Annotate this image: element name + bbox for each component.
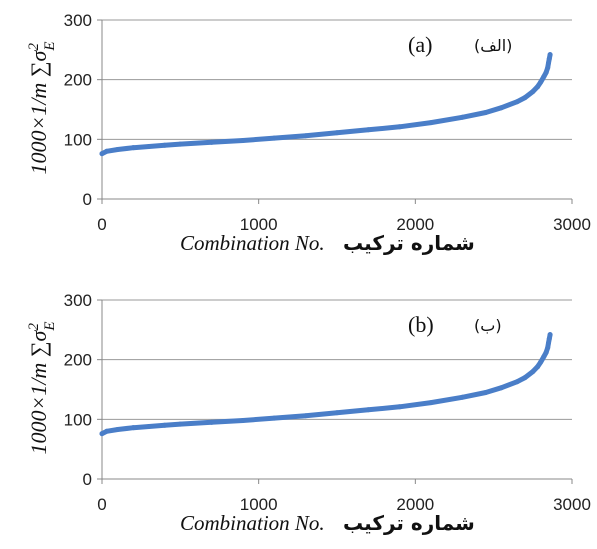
data-point bbox=[543, 70, 549, 76]
data-point bbox=[271, 415, 277, 421]
data-point bbox=[459, 114, 465, 120]
data-point bbox=[459, 394, 465, 400]
data-point bbox=[546, 60, 551, 66]
data-point bbox=[209, 139, 215, 145]
axes bbox=[97, 19, 573, 204]
data-point bbox=[104, 428, 110, 434]
series-line bbox=[99, 332, 553, 437]
y-tick-label: 100 bbox=[64, 410, 92, 429]
x-tick-labels: 0 1000 2000 3000 bbox=[97, 495, 591, 514]
data-point bbox=[538, 79, 544, 85]
data-point bbox=[499, 105, 504, 111]
chart-panel-a: 0 100 200 300 0 1000 2000 3000 (a) (الف) 1000×… bbox=[26, 11, 591, 255]
data-point bbox=[397, 124, 403, 130]
x-tick-label: 3000 bbox=[553, 215, 591, 234]
data-point bbox=[530, 89, 536, 95]
x-tick-label: 1000 bbox=[240, 495, 278, 514]
data-point bbox=[209, 419, 215, 425]
chart-panel-b: 0 100 200 300 0 1000 2000 3000 (b) (ب) 1000×1/… bbox=[26, 291, 591, 535]
y-gridlines bbox=[102, 19, 572, 140]
x-axis-label-persian: شماره ترکیب bbox=[343, 231, 475, 255]
x-tick-labels: 0 1000 2000 3000 bbox=[97, 215, 591, 234]
data-point bbox=[115, 426, 121, 432]
data-point bbox=[303, 413, 309, 419]
data-point bbox=[543, 350, 549, 356]
x-tick-label: 0 bbox=[97, 495, 106, 514]
data-point bbox=[547, 52, 553, 58]
data-point bbox=[538, 359, 544, 365]
data-point bbox=[115, 146, 121, 152]
data-point bbox=[535, 84, 541, 90]
data-point bbox=[545, 65, 551, 71]
x-tick-label: 3000 bbox=[553, 495, 591, 514]
panel-label: (b) bbox=[408, 312, 434, 337]
panel-label: (a) bbox=[408, 32, 432, 57]
data-point bbox=[547, 332, 553, 338]
data-point bbox=[546, 340, 551, 346]
x-tick-label: 0 bbox=[97, 215, 106, 234]
data-point bbox=[541, 74, 547, 80]
data-point bbox=[483, 389, 489, 395]
data-point bbox=[499, 385, 504, 391]
data-point bbox=[514, 379, 520, 385]
data-point bbox=[535, 364, 541, 370]
y-axis-label: 1000×1/m ∑σE2 bbox=[26, 321, 58, 454]
data-point bbox=[240, 418, 246, 424]
x-axis-label-persian: شماره ترکیب bbox=[343, 511, 475, 535]
x-axis-label: Combination No. bbox=[180, 231, 325, 255]
panel-label-persian: (ب) bbox=[474, 316, 502, 335]
x-tick-label: 2000 bbox=[396, 215, 434, 234]
data-point bbox=[99, 431, 105, 437]
data-point bbox=[104, 148, 110, 154]
axes bbox=[97, 299, 573, 484]
y-tick-labels: 0 100 200 300 bbox=[64, 11, 92, 209]
data-point bbox=[522, 95, 528, 101]
x-axis-label: Combination No. bbox=[180, 511, 325, 535]
data-point bbox=[130, 145, 136, 151]
data-point bbox=[146, 143, 152, 149]
data-point bbox=[546, 336, 552, 342]
data-point bbox=[162, 422, 168, 428]
y-tick-label: 100 bbox=[64, 130, 92, 149]
data-point bbox=[546, 56, 552, 62]
data-point bbox=[146, 423, 152, 429]
data-point bbox=[541, 354, 547, 360]
y-axis-label: 1000×1/m ∑σE2 bbox=[26, 41, 58, 174]
data-point bbox=[483, 109, 489, 115]
panel-label-persian: (الف) bbox=[474, 36, 512, 55]
y-tick-label: 300 bbox=[64, 291, 92, 310]
y-tick-labels: 0 100 200 300 bbox=[64, 291, 92, 489]
data-point bbox=[397, 404, 403, 410]
y-tick-label: 200 bbox=[64, 71, 92, 90]
y-tick-label: 0 bbox=[83, 470, 92, 489]
data-point bbox=[365, 127, 371, 133]
y-gridlines bbox=[102, 299, 572, 420]
data-point bbox=[514, 99, 520, 105]
y-tick-label: 0 bbox=[83, 190, 92, 209]
data-point bbox=[365, 407, 371, 413]
data-point bbox=[303, 133, 309, 139]
data-point bbox=[428, 120, 434, 126]
data-point bbox=[99, 151, 105, 157]
x-tick-label: 2000 bbox=[396, 495, 434, 514]
data-point bbox=[545, 345, 551, 351]
y-tick-label: 300 bbox=[64, 11, 92, 30]
data-point bbox=[428, 400, 434, 406]
data-point bbox=[130, 425, 136, 431]
data-point bbox=[522, 375, 528, 381]
data-point bbox=[177, 421, 183, 427]
data-point bbox=[334, 130, 340, 136]
data-point bbox=[177, 141, 183, 147]
x-tick-label: 1000 bbox=[240, 215, 278, 234]
data-point bbox=[271, 135, 277, 141]
data-point bbox=[240, 138, 246, 144]
y-tick-label: 200 bbox=[64, 351, 92, 370]
data-point bbox=[334, 410, 340, 416]
series-line bbox=[99, 52, 553, 157]
data-point bbox=[530, 369, 536, 375]
data-point bbox=[162, 142, 168, 148]
